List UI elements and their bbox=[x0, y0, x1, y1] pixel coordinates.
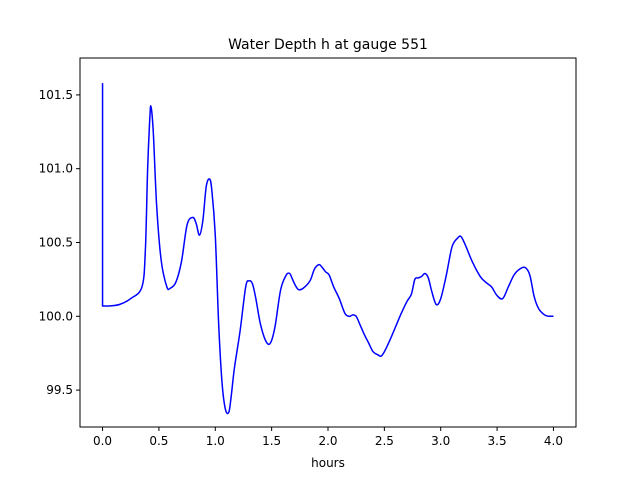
x-tick-label: 4.0 bbox=[544, 434, 563, 448]
x-tick-label: 3.5 bbox=[488, 434, 507, 448]
y-tick-label: 101.0 bbox=[39, 162, 73, 176]
x-tick-label: 2.0 bbox=[318, 434, 337, 448]
x-axis: 0.0 0.5 1.0 1.5 2.0 2.5 3.0 3.5 4.0 bbox=[93, 427, 563, 448]
x-tick-label: 0.0 bbox=[93, 434, 112, 448]
x-tick-label: 3.0 bbox=[431, 434, 450, 448]
plot-area bbox=[101, 83, 554, 415]
y-axis: 99.5 100.0 100.5 101.0 101.5 bbox=[39, 88, 80, 397]
y-tick-label: 100.0 bbox=[39, 309, 73, 323]
y-tick-label: 101.5 bbox=[39, 88, 73, 102]
x-tick-label: 1.5 bbox=[262, 434, 281, 448]
x-axis-label: hours bbox=[311, 456, 345, 470]
y-tick-label: 99.5 bbox=[46, 383, 73, 397]
x-tick-label: 0.5 bbox=[149, 434, 168, 448]
y-tick-label: 100.5 bbox=[39, 236, 73, 250]
series-line bbox=[101, 83, 554, 415]
x-tick-label: 1.0 bbox=[206, 434, 225, 448]
chart-title: Water Depth h at gauge 551 bbox=[228, 37, 428, 53]
x-tick-label: 2.5 bbox=[375, 434, 394, 448]
